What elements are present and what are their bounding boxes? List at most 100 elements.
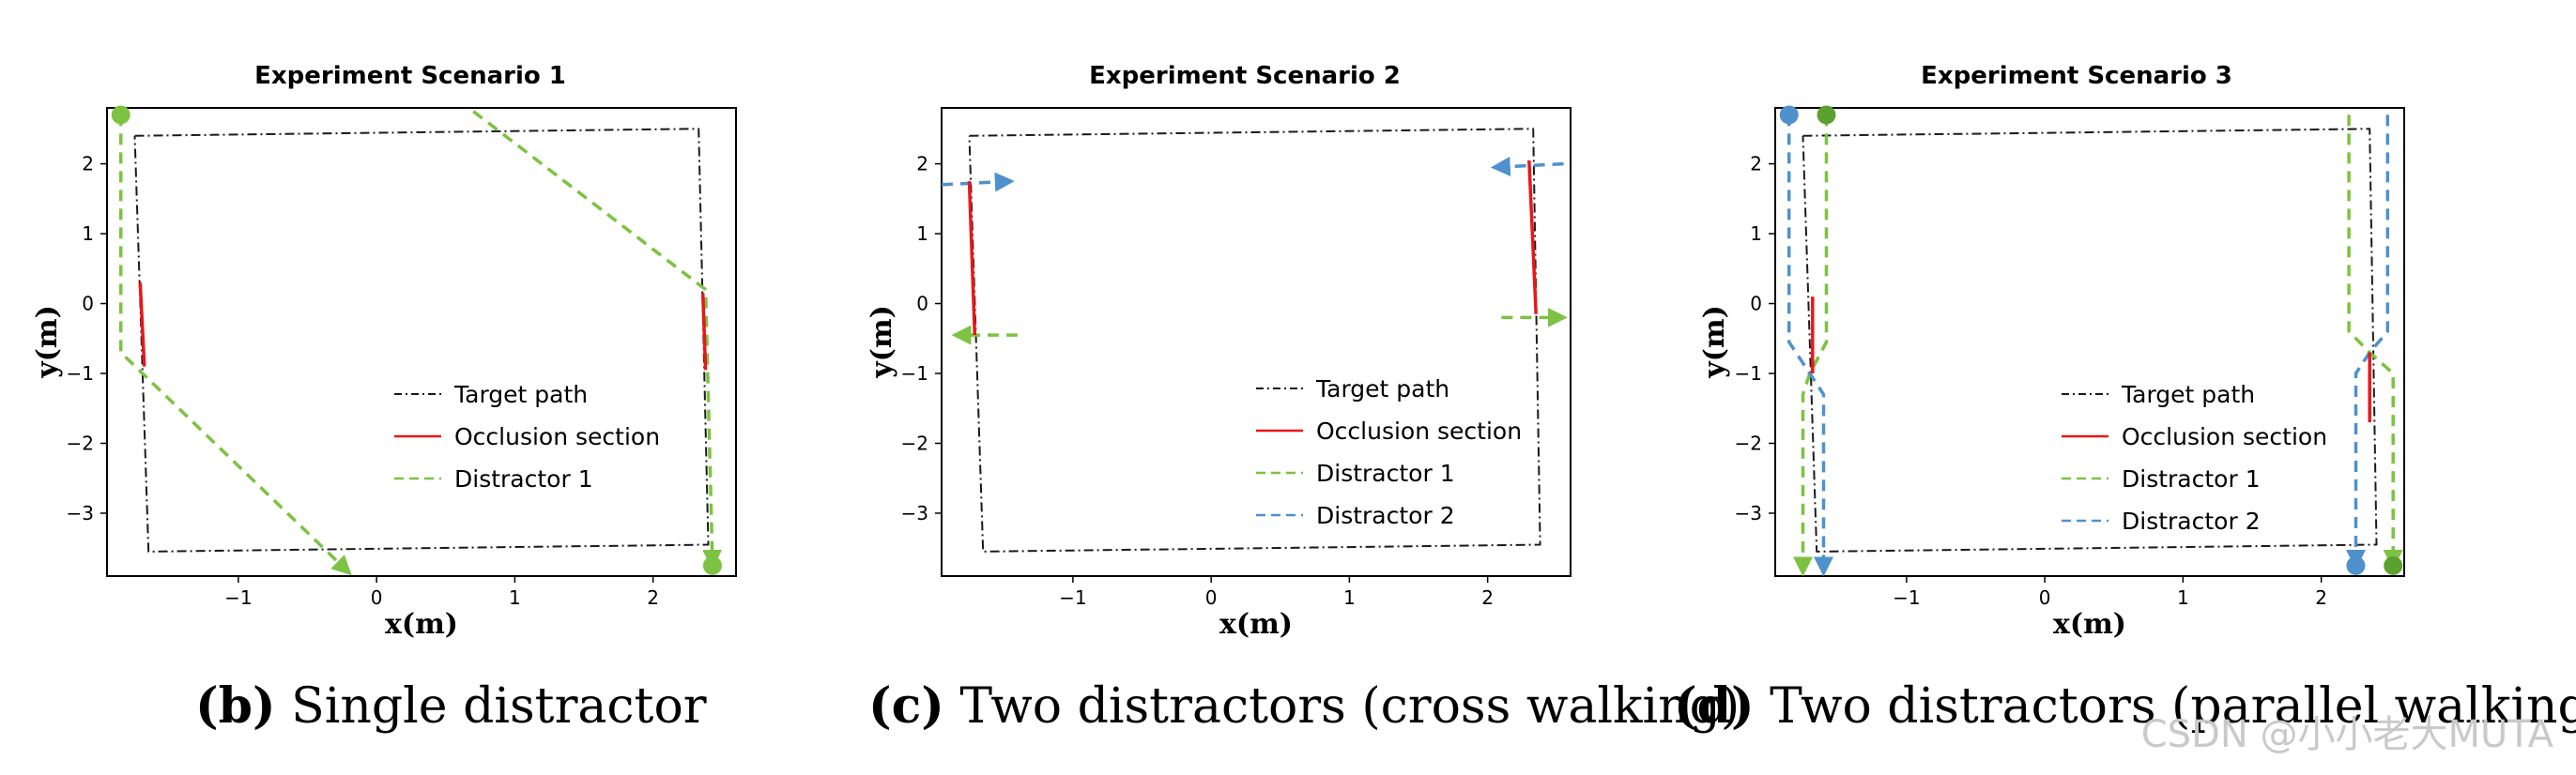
panel-title: Experiment Scenario 2 (1089, 62, 1401, 90)
y-tick-label: −1 (1735, 362, 1762, 385)
caption-d: (d) Two distractors (parallel walking) (1674, 677, 2576, 735)
legend-label: Occlusion section (2122, 423, 2327, 450)
y-tick-label: 1 (1750, 222, 1762, 245)
legend-label: Distractor 1 (2122, 465, 2261, 493)
legend-label: Distractor 1 (1316, 460, 1455, 487)
y-tick-label: 2 (1750, 153, 1762, 175)
legend-label: Occlusion section (1316, 418, 1522, 445)
legend: Target path Occlusion section Distractor 1… (1256, 375, 1522, 529)
y-ticks: 2 1 0 −1 −2 −3 (901, 153, 942, 524)
panel-scenario-1: Experiment Scenario 1 −1 0 1 2 2 1 0 −1 −2 −3 x(… (31, 62, 737, 641)
y-tick-label: 0 (916, 293, 928, 315)
series-line-target (968, 128, 1541, 553)
x-tick-label: −1 (1893, 586, 1920, 609)
y-tick-label: 1 (82, 222, 94, 245)
y-ticks: 2 1 0 −1 −2 −3 (67, 153, 107, 524)
svg-text:(c) Two distractors (cross wal: (c) Two distractors (cross walking) (868, 677, 1740, 735)
y-tick-label: 2 (916, 153, 928, 175)
series-line-target (133, 128, 710, 553)
plot-marks (1779, 105, 2403, 577)
plot-marks (111, 105, 723, 576)
y-tick-label: −3 (67, 502, 94, 524)
y-tick-label: −2 (1735, 432, 1762, 454)
caption-text: Two distractors (cross walking) (944, 678, 1740, 735)
legend: Target path Occlusion section Distractor 1 (394, 381, 660, 493)
legend-label: Distractor 1 (454, 465, 593, 493)
legend: Target path Occlusion section Distractor 1… (2062, 381, 2327, 535)
series-line-d1 (1793, 114, 1829, 577)
x-tick-label: −1 (224, 586, 252, 609)
panel-title: Experiment Scenario 3 (1921, 62, 2232, 90)
series-line-target (1802, 128, 2378, 553)
series-line-d1 (118, 114, 352, 576)
caption-label: (b) (195, 677, 276, 735)
y-tick-label: −1 (901, 362, 928, 385)
x-ticks: −1 0 1 2 (224, 576, 659, 609)
caption-text: Two distractors (parallel walking) (1755, 678, 2576, 735)
legend-label: Distractor 2 (2122, 508, 2261, 535)
svg-text:(d) Two distractors (parallel: (d) Two distractors (parallel walking) (1674, 677, 2576, 735)
x-tick-label: 0 (1205, 586, 1218, 609)
x-axis-label: x(m) (385, 608, 458, 641)
series-line-d2 (941, 172, 1015, 192)
x-tick-label: 1 (2177, 586, 2189, 609)
series-line-occlusion (1527, 160, 1538, 314)
y-tick-label: −3 (901, 502, 928, 524)
panel-scenario-3: Experiment Scenario 3 −1 0 1 2 2 1 0 −1 −2 −3 x(… (1698, 62, 2405, 641)
start-point-marker (1817, 105, 1836, 125)
caption-text: Single distractor (276, 678, 707, 735)
start-point-marker (2384, 555, 2403, 575)
y-tick-label: 0 (1750, 293, 1762, 315)
legend-label: Distractor 2 (1316, 502, 1455, 529)
y-axis-label: y(m) (1698, 305, 1731, 379)
series-line-d2 (2346, 114, 2390, 570)
caption-label: (c) (868, 677, 944, 735)
x-axis-label: x(m) (1219, 608, 1293, 641)
caption-b: (b) Single distractor (195, 677, 707, 735)
y-ticks: 2 1 0 −1 −2 −3 (1735, 153, 1775, 524)
y-tick-label: −2 (67, 432, 94, 454)
x-tick-label: 2 (647, 586, 659, 609)
x-ticks: −1 0 1 2 (1893, 576, 2327, 609)
legend-label: Target path (453, 381, 588, 408)
plot-frame (941, 107, 1572, 577)
caption-label: (d) (1674, 677, 1755, 735)
plot-frame (1774, 107, 2405, 577)
panel-scenario-2: Experiment Scenario 2 −1 0 1 2 2 1 0 −1 −2 −3 x(… (866, 62, 1572, 641)
x-tick-label: −1 (1059, 586, 1086, 609)
start-point-marker (111, 105, 130, 125)
x-axis-label: x(m) (2053, 608, 2126, 641)
x-tick-label: 2 (2315, 586, 2327, 609)
watermark: CSDN @小小老大MUTA (2141, 713, 2554, 756)
series-line-occlusion (138, 282, 146, 367)
x-ticks: −1 0 1 2 (1059, 576, 1494, 609)
series-line-d2 (1786, 114, 1833, 577)
plot-marks (941, 128, 1568, 553)
y-tick-label: −2 (901, 432, 928, 454)
series-line-occlusion (700, 293, 708, 371)
x-tick-label: 2 (1481, 586, 1494, 609)
x-tick-label: 1 (509, 586, 521, 609)
start-point-marker (702, 555, 722, 575)
y-tick-label: −3 (1735, 502, 1762, 524)
y-axis-label: y(m) (866, 305, 898, 379)
start-point-marker (2346, 555, 2366, 575)
x-tick-label: 1 (1343, 586, 1356, 609)
y-axis-label: y(m) (31, 305, 64, 379)
caption-c: (c) Two distractors (cross walking) (868, 677, 1740, 735)
legend-label: Target path (2121, 381, 2255, 408)
y-tick-label: −1 (67, 362, 94, 385)
legend-label: Target path (1315, 375, 1449, 403)
y-tick-label: 0 (82, 293, 94, 315)
y-tick-label: 1 (916, 222, 928, 245)
series-line-d1 (472, 110, 723, 570)
plot-frame (106, 107, 737, 577)
y-tick-label: 2 (82, 153, 94, 175)
legend-label: Occlusion section (454, 423, 660, 450)
x-tick-label: 0 (2039, 586, 2051, 609)
start-point-marker (1779, 105, 1799, 125)
x-tick-label: 0 (371, 586, 383, 609)
series-line-d2 (1490, 156, 1564, 176)
series-line-occlusion (967, 181, 977, 336)
